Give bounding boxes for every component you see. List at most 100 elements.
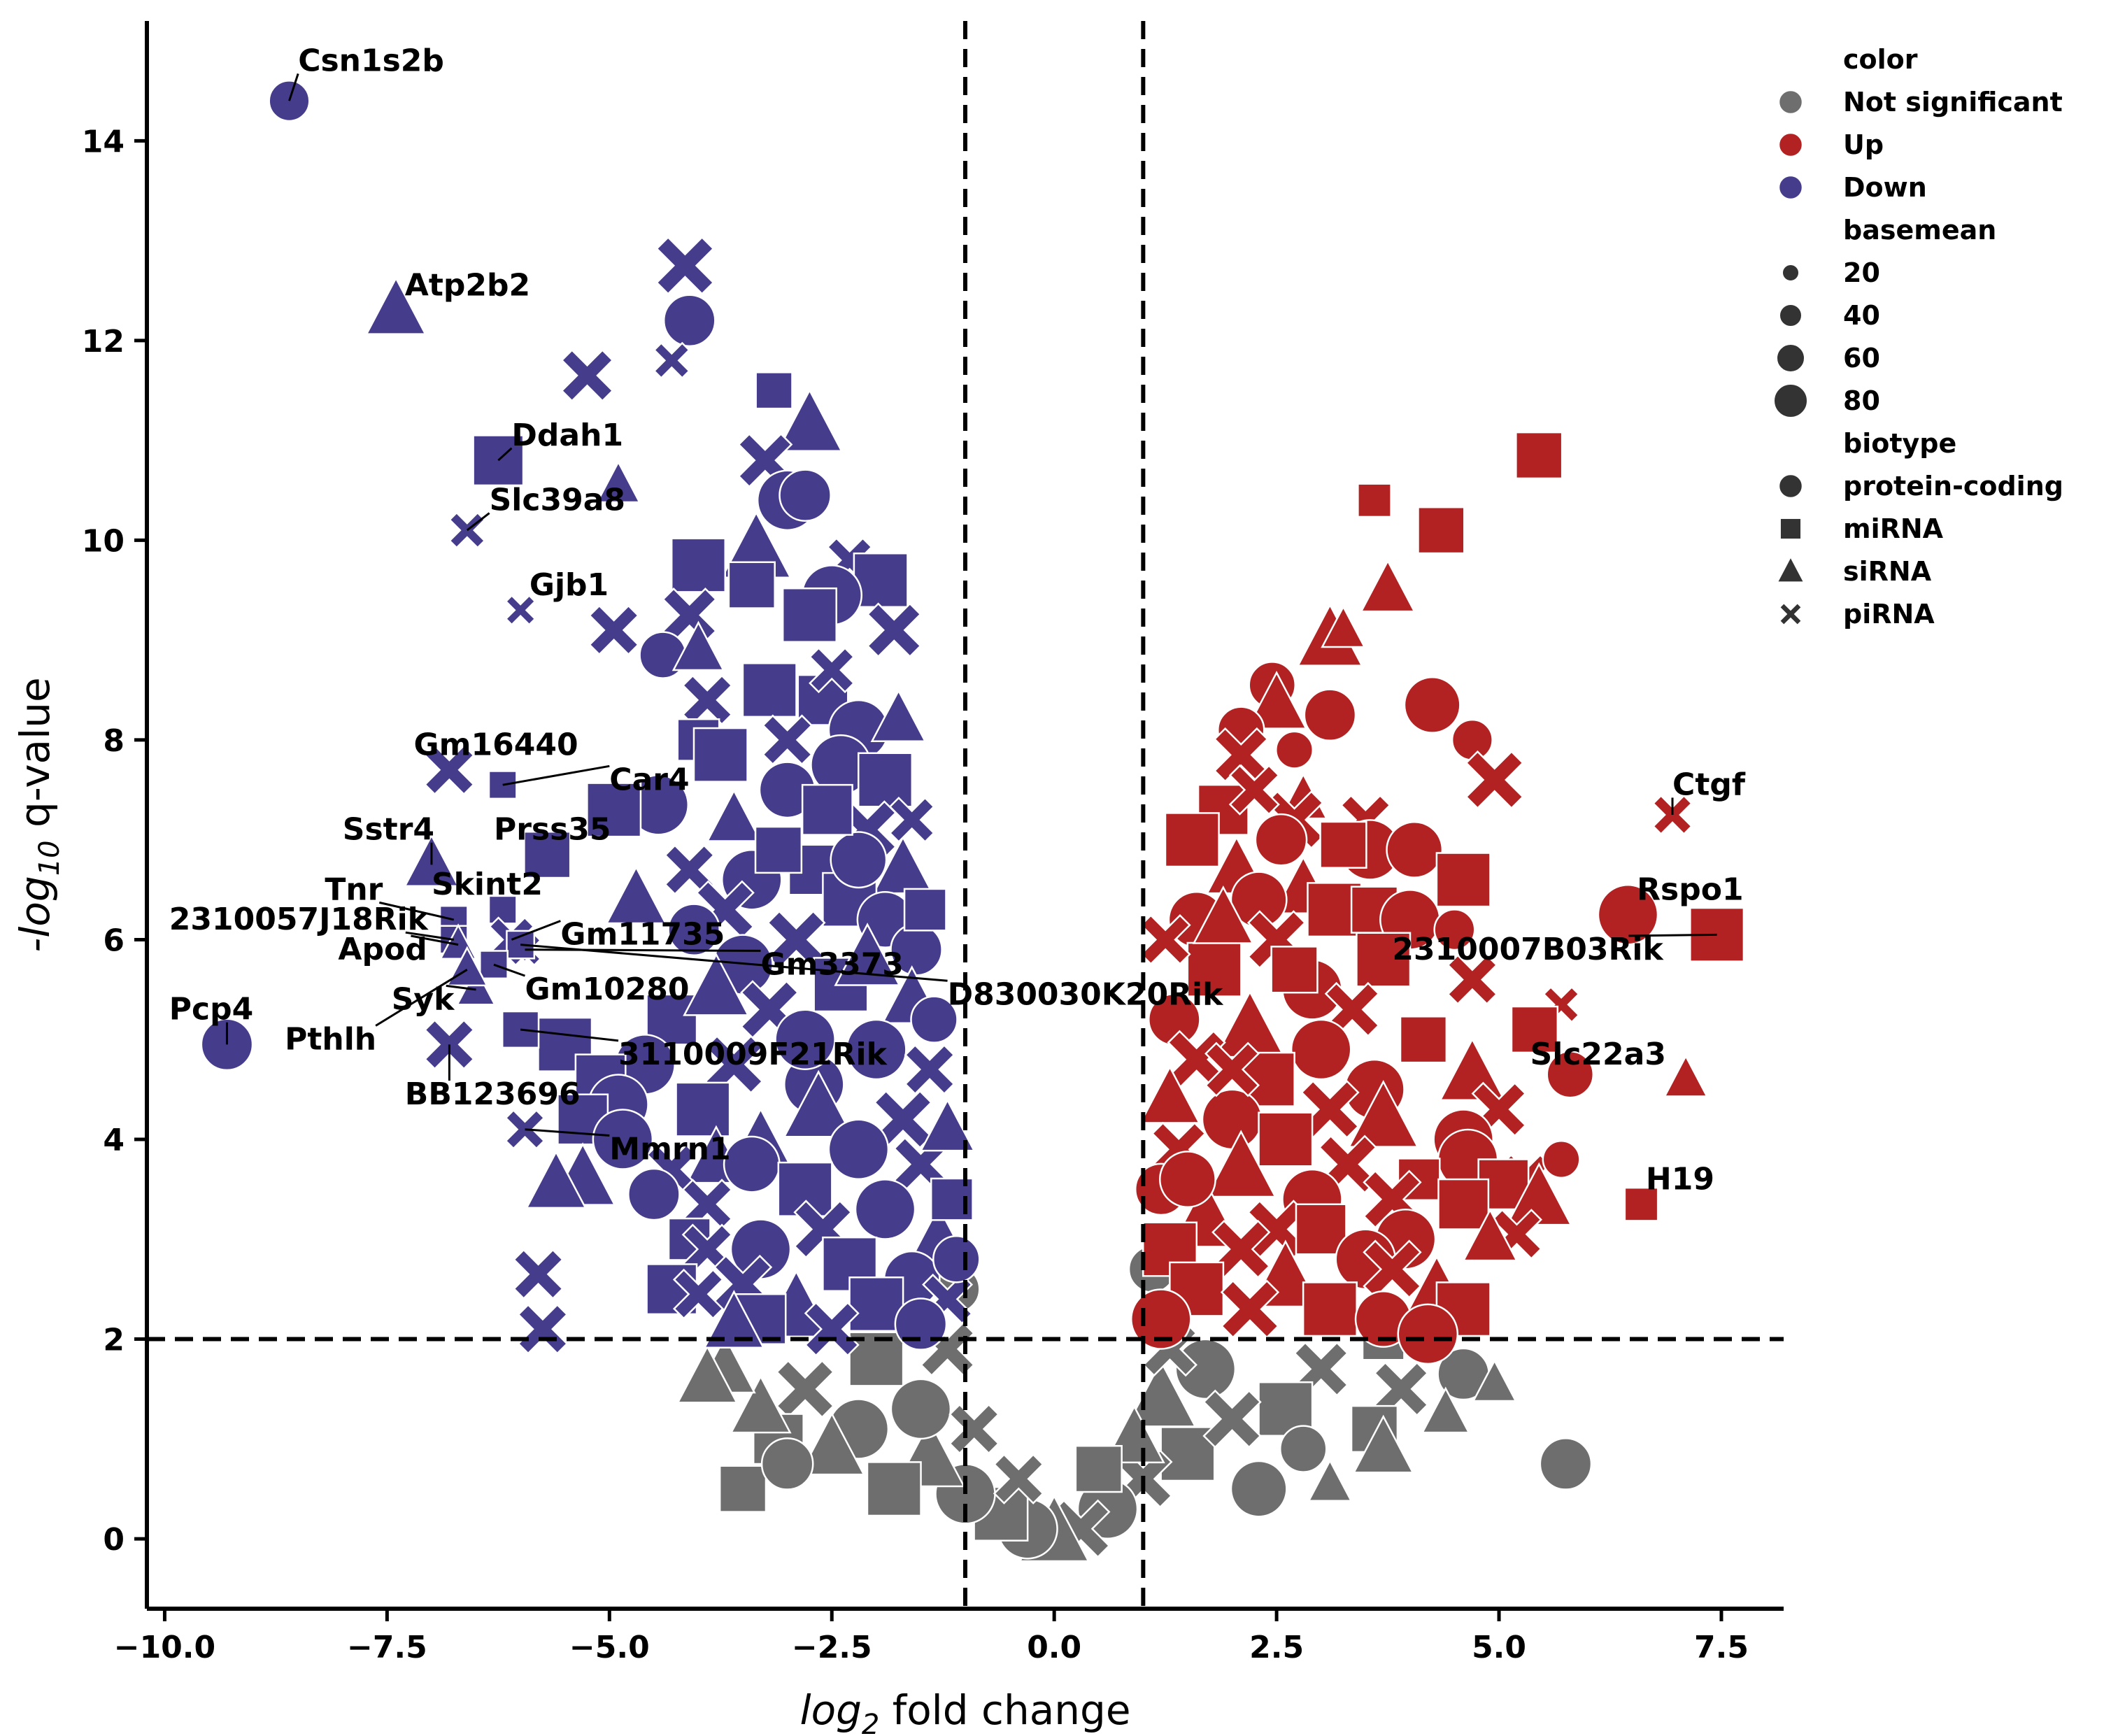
- gene-label-skint2: Skint2: [432, 867, 543, 902]
- data-point: [1158, 1151, 1216, 1209]
- data-point: [781, 587, 837, 643]
- data-point: [692, 727, 748, 783]
- gene-label-car4: Car4: [609, 762, 689, 797]
- point-slc39a8: [448, 511, 486, 549]
- leader-line: [525, 1128, 610, 1137]
- data-point: [932, 1235, 981, 1283]
- data-point: [809, 646, 855, 694]
- leader-line: [379, 901, 455, 921]
- data-point: [1205, 1130, 1277, 1198]
- data-point: [683, 952, 750, 1016]
- gene-label-apod: Apod: [338, 932, 427, 967]
- point-h19: [1623, 1186, 1659, 1222]
- data-point: [830, 831, 888, 889]
- data-point: [1230, 1460, 1288, 1518]
- y-tick-label: 0: [103, 1522, 125, 1558]
- point-syk: [455, 967, 497, 1006]
- data-point: [1258, 1111, 1314, 1167]
- data-point: [779, 469, 832, 522]
- gene-label-sstr4: Sstr4: [343, 812, 434, 848]
- data-point: [525, 1150, 588, 1209]
- x-tick-label: 0.0: [1027, 1630, 1081, 1665]
- y-tick-label: 10: [82, 523, 125, 559]
- data-point: [662, 294, 716, 348]
- data-point: [1663, 1054, 1709, 1097]
- leader-line: [525, 948, 761, 952]
- data-point: [730, 1374, 792, 1434]
- data-point: [664, 844, 716, 896]
- data-point: [1139, 1065, 1201, 1124]
- legend-label: Up: [1843, 129, 1884, 160]
- data-point: [1397, 1303, 1459, 1365]
- data-point: [1319, 820, 1367, 869]
- data-point: [1347, 1079, 1419, 1148]
- data-point: [1437, 1178, 1490, 1230]
- data-point: [560, 348, 614, 402]
- gene-label-2310057j18rik: 2310057J18Rik: [169, 902, 429, 937]
- point-slc22a3: [1546, 1050, 1595, 1099]
- legend-label: piRNA: [1843, 599, 1935, 629]
- legend-label: protein-coding: [1843, 471, 2063, 501]
- leader-line: [1628, 933, 1717, 937]
- data-point: [1542, 1140, 1581, 1179]
- gene-label-slc22a3: Slc22a3: [1530, 1037, 1666, 1072]
- data-points: [200, 80, 1745, 1563]
- gene-label-tnr: Tnr: [325, 871, 383, 907]
- leader-line: [520, 1028, 619, 1042]
- gene-label-prss35: Prss35: [494, 812, 611, 848]
- gene-label-pthlh: Pthlh: [285, 1022, 376, 1058]
- gene-label-gm16440: Gm16440: [414, 727, 578, 762]
- leader-line: [375, 969, 468, 1027]
- legend-label: Not significant: [1843, 87, 2063, 118]
- data-point: [846, 1018, 907, 1081]
- data-point: [1439, 1037, 1506, 1101]
- data-point: [993, 1453, 1044, 1504]
- data-point: [704, 1034, 764, 1095]
- data-point: [1417, 506, 1465, 555]
- legend-label: Down: [1843, 172, 1927, 203]
- data-point: [627, 1167, 681, 1221]
- point-atp2b2: [364, 276, 427, 335]
- x-tick-label: −5.0: [569, 1630, 650, 1665]
- data-point: [595, 460, 641, 504]
- data-point: [1386, 821, 1444, 878]
- data-point: [754, 825, 803, 874]
- legend-shape-marker: [1777, 473, 1804, 499]
- data-point: [1352, 1414, 1414, 1474]
- data-point: [1357, 483, 1392, 518]
- data-point: [858, 752, 914, 808]
- data-point: [783, 1069, 855, 1138]
- x-tick-label: 7.5: [1694, 1630, 1749, 1665]
- data-point: [834, 923, 901, 986]
- leader-line: [446, 984, 476, 991]
- data-point: [1169, 1261, 1225, 1317]
- point-gm10280: [479, 950, 509, 980]
- x-tick-label: −2.5: [792, 1630, 872, 1665]
- data-point: [1074, 1444, 1123, 1493]
- data-point: [718, 1465, 767, 1513]
- data-point: [1451, 718, 1493, 761]
- data-point: [1186, 941, 1242, 997]
- leader-line: [520, 944, 948, 982]
- y-tick-label: 12: [82, 324, 125, 360]
- y-tick-label: 6: [103, 923, 125, 958]
- data-point: [1446, 954, 1498, 1006]
- data-point: [1433, 909, 1476, 951]
- legend-color-marker: [1777, 89, 1804, 115]
- gene-label-h19: H19: [1646, 1161, 1714, 1197]
- gene-label-gm10280: Gm10280: [525, 972, 689, 1007]
- data-point: [755, 371, 793, 410]
- data-point: [513, 1248, 564, 1300]
- data-point: [903, 888, 947, 932]
- gene-label-2310007b03rik: 2310007B03Rik: [1392, 932, 1664, 967]
- gene-label-slc39a8: Slc39a8: [490, 483, 625, 518]
- leader-line: [411, 934, 459, 946]
- data-point: [870, 688, 927, 742]
- data-point: [730, 1218, 792, 1280]
- data-point: [1174, 1338, 1237, 1400]
- data-point: [1302, 1281, 1358, 1337]
- data-point: [741, 662, 797, 718]
- data-point: [1228, 764, 1280, 816]
- x-axis-title: log2 fold change: [799, 1686, 1130, 1736]
